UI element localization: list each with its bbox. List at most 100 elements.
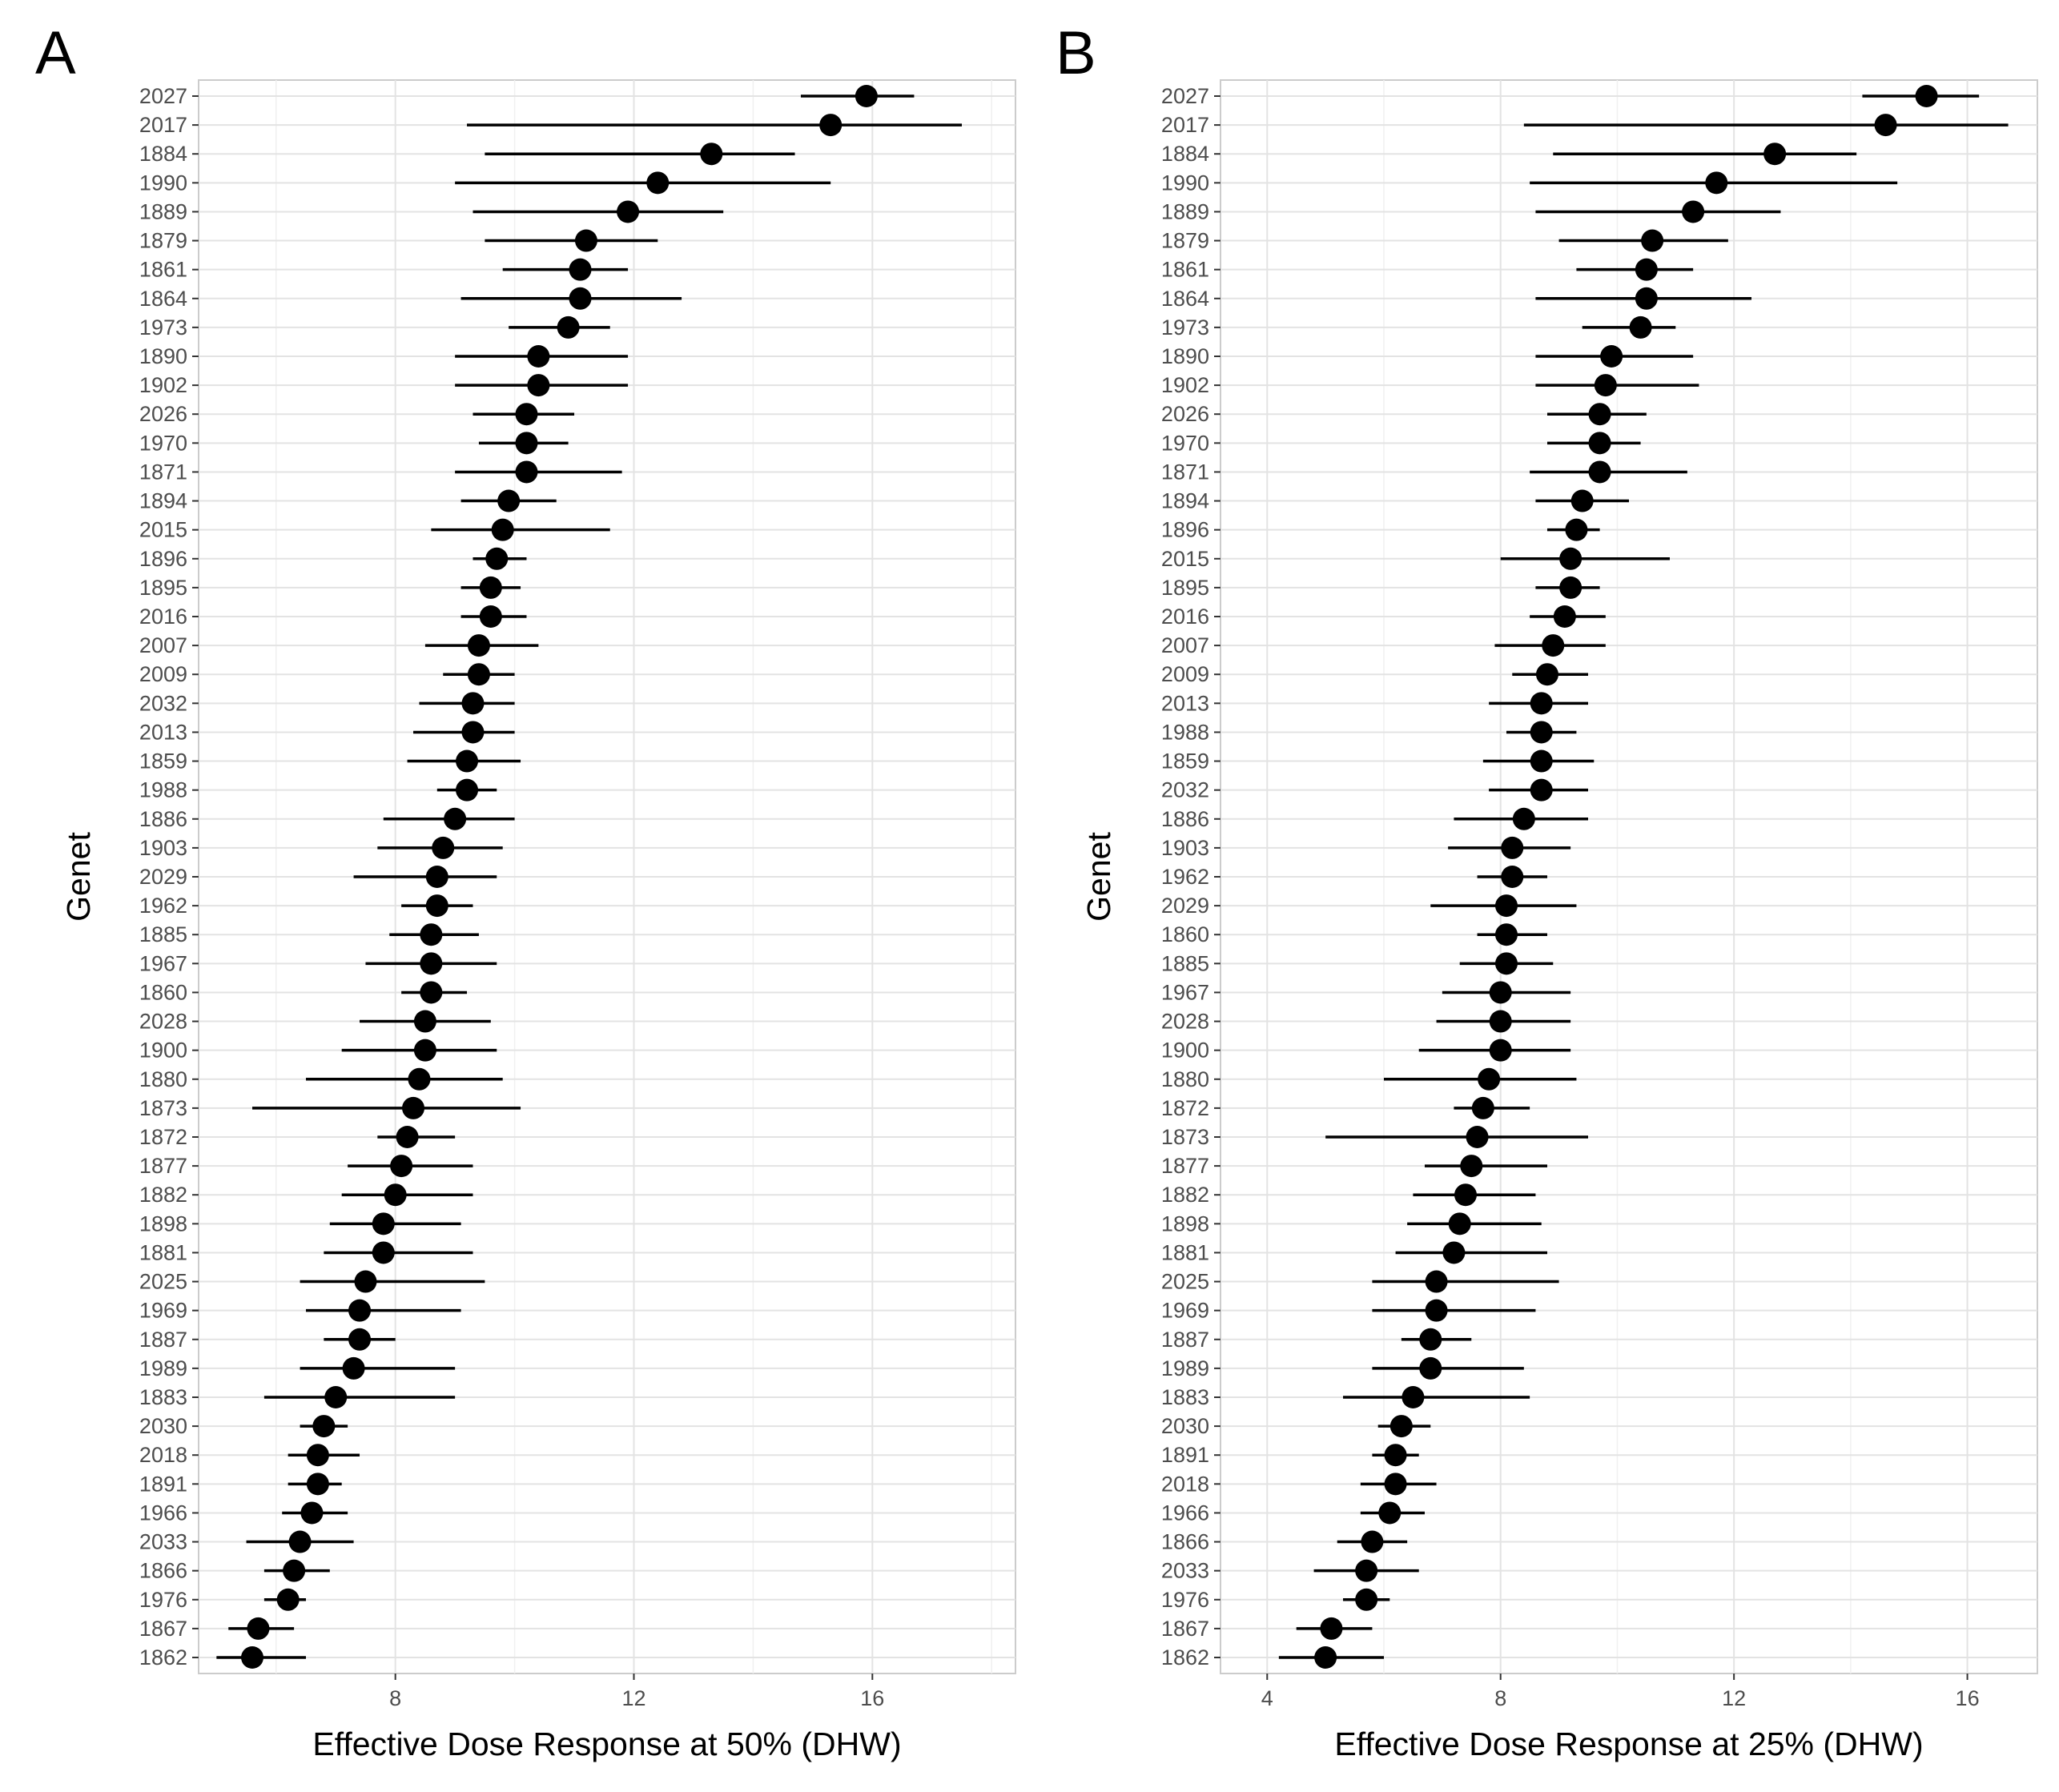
data-point bbox=[1512, 807, 1535, 830]
y-tick-labels: 2027 2017 1884 1990 1889 1879 1861 1864 1973 1890… bbox=[1161, 84, 1221, 1669]
data-point bbox=[413, 1039, 436, 1062]
y-tick-label: 1895 bbox=[1161, 576, 1209, 600]
x-tick-label: 12 bbox=[1722, 1686, 1746, 1710]
y-tick-label: 1881 bbox=[1161, 1240, 1209, 1264]
y-tick-label: 1861 bbox=[139, 258, 187, 282]
data-point bbox=[1536, 663, 1558, 686]
y-tick-label: 1881 bbox=[139, 1240, 187, 1264]
y-tick-label: 1967 bbox=[1161, 980, 1209, 1004]
y-tick-label: 1872 bbox=[139, 1125, 187, 1149]
y-tick-label: 1887 bbox=[1161, 1328, 1209, 1352]
y-tick-label: 2015 bbox=[1161, 547, 1209, 571]
data-point bbox=[1460, 1155, 1483, 1178]
data-point bbox=[1682, 200, 1705, 223]
data-point bbox=[1705, 171, 1728, 195]
y-tick-label: 1889 bbox=[139, 199, 187, 223]
y-tick-label: 1903 bbox=[139, 836, 187, 860]
data-point bbox=[1553, 605, 1576, 628]
y-tick-label: 1988 bbox=[139, 778, 187, 802]
data-point bbox=[700, 143, 723, 166]
data-point bbox=[646, 171, 670, 195]
y-tick-label: 1862 bbox=[1161, 1645, 1209, 1669]
data-point bbox=[1495, 923, 1518, 946]
x-tick-label: 12 bbox=[621, 1686, 645, 1710]
data-point bbox=[1384, 1444, 1407, 1467]
data-point bbox=[1361, 1530, 1384, 1553]
data-point bbox=[342, 1356, 365, 1380]
data-point bbox=[1530, 778, 1553, 802]
y-axis-title: Genet bbox=[1080, 832, 1117, 922]
y-tick-label: 1880 bbox=[139, 1067, 187, 1091]
data-point bbox=[1763, 143, 1787, 166]
y-tick-label: 2033 bbox=[1161, 1559, 1209, 1583]
data-point bbox=[1389, 1415, 1413, 1438]
data-point bbox=[515, 403, 538, 426]
y-tick-label: 1890 bbox=[139, 344, 187, 368]
y-tick-label: 2013 bbox=[139, 720, 187, 744]
y-tick-label: 2016 bbox=[139, 605, 187, 629]
y-tick-label: 2028 bbox=[1161, 1010, 1209, 1034]
data-point bbox=[1384, 1473, 1407, 1496]
y-tick-label: 1967 bbox=[139, 951, 187, 975]
y-tick-label: 2018 bbox=[139, 1443, 187, 1467]
y-tick-label: 2017 bbox=[139, 113, 187, 137]
y-tick-label: 1896 bbox=[139, 547, 187, 571]
data-point bbox=[1401, 1386, 1425, 1408]
y-tick-label: 2033 bbox=[139, 1530, 187, 1554]
data-point bbox=[348, 1299, 372, 1322]
data-point bbox=[1425, 1299, 1448, 1322]
panel-label: A bbox=[35, 19, 76, 87]
data-point bbox=[557, 315, 580, 339]
data-point bbox=[1471, 1096, 1494, 1119]
y-tick-label: 2032 bbox=[1161, 778, 1209, 802]
y-tick-label: 1880 bbox=[1161, 1067, 1209, 1091]
y-tick-label: 1990 bbox=[139, 171, 187, 195]
data-point bbox=[413, 1010, 436, 1033]
y-tick-label: 1976 bbox=[1161, 1588, 1209, 1612]
data-point bbox=[1641, 229, 1664, 252]
data-point bbox=[467, 663, 490, 686]
data-point bbox=[1442, 1241, 1466, 1264]
y-tick-label: 2029 bbox=[1161, 894, 1209, 918]
data-point bbox=[1635, 258, 1658, 281]
y-tick-label: 1860 bbox=[1161, 922, 1209, 946]
y-tick-label: 1871 bbox=[1161, 460, 1209, 484]
y-tick-label: 1882 bbox=[1161, 1183, 1209, 1207]
y-tick-label: 1859 bbox=[139, 749, 187, 773]
data-point bbox=[402, 1096, 425, 1119]
panel-label: B bbox=[1056, 19, 1096, 87]
y-tick-label: 2018 bbox=[1161, 1472, 1209, 1496]
data-point bbox=[527, 345, 550, 368]
y-tick-label: 1879 bbox=[139, 229, 187, 253]
y-tick-label: 2027 bbox=[139, 84, 187, 108]
y-tick-label: 1864 bbox=[1161, 287, 1209, 311]
data-point bbox=[515, 460, 538, 484]
data-point bbox=[485, 547, 509, 570]
data-point bbox=[456, 749, 479, 773]
x-tick-labels: 4 8 12 16 bbox=[1261, 1673, 1980, 1710]
y-tick-label: 1887 bbox=[139, 1328, 187, 1352]
data-point bbox=[491, 518, 514, 541]
y-tick-label: 1891 bbox=[139, 1472, 187, 1496]
y-tick-label: 1970 bbox=[1161, 431, 1209, 455]
data-point bbox=[1530, 749, 1553, 773]
data-point bbox=[1559, 547, 1582, 570]
data-point bbox=[425, 866, 448, 888]
y-tick-label: 1883 bbox=[139, 1385, 187, 1409]
data-point bbox=[1489, 981, 1512, 1004]
data-point bbox=[348, 1328, 372, 1351]
y-tick-label: 1962 bbox=[139, 894, 187, 918]
data-point bbox=[461, 692, 485, 715]
x-tick-label: 16 bbox=[860, 1686, 884, 1710]
data-point bbox=[1594, 374, 1617, 397]
y-tick-label: 2009 bbox=[1161, 662, 1209, 686]
y-tick-label: 1894 bbox=[1161, 489, 1209, 513]
y-tick-label: 1867 bbox=[1161, 1617, 1209, 1641]
data-point bbox=[1448, 1212, 1471, 1236]
y-tick-label: 1902 bbox=[1161, 373, 1209, 397]
y-tick-label: 1970 bbox=[139, 431, 187, 455]
y-tick-label: 1898 bbox=[1161, 1211, 1209, 1236]
data-point bbox=[1600, 345, 1623, 368]
y-tick-label: 1867 bbox=[139, 1617, 187, 1641]
